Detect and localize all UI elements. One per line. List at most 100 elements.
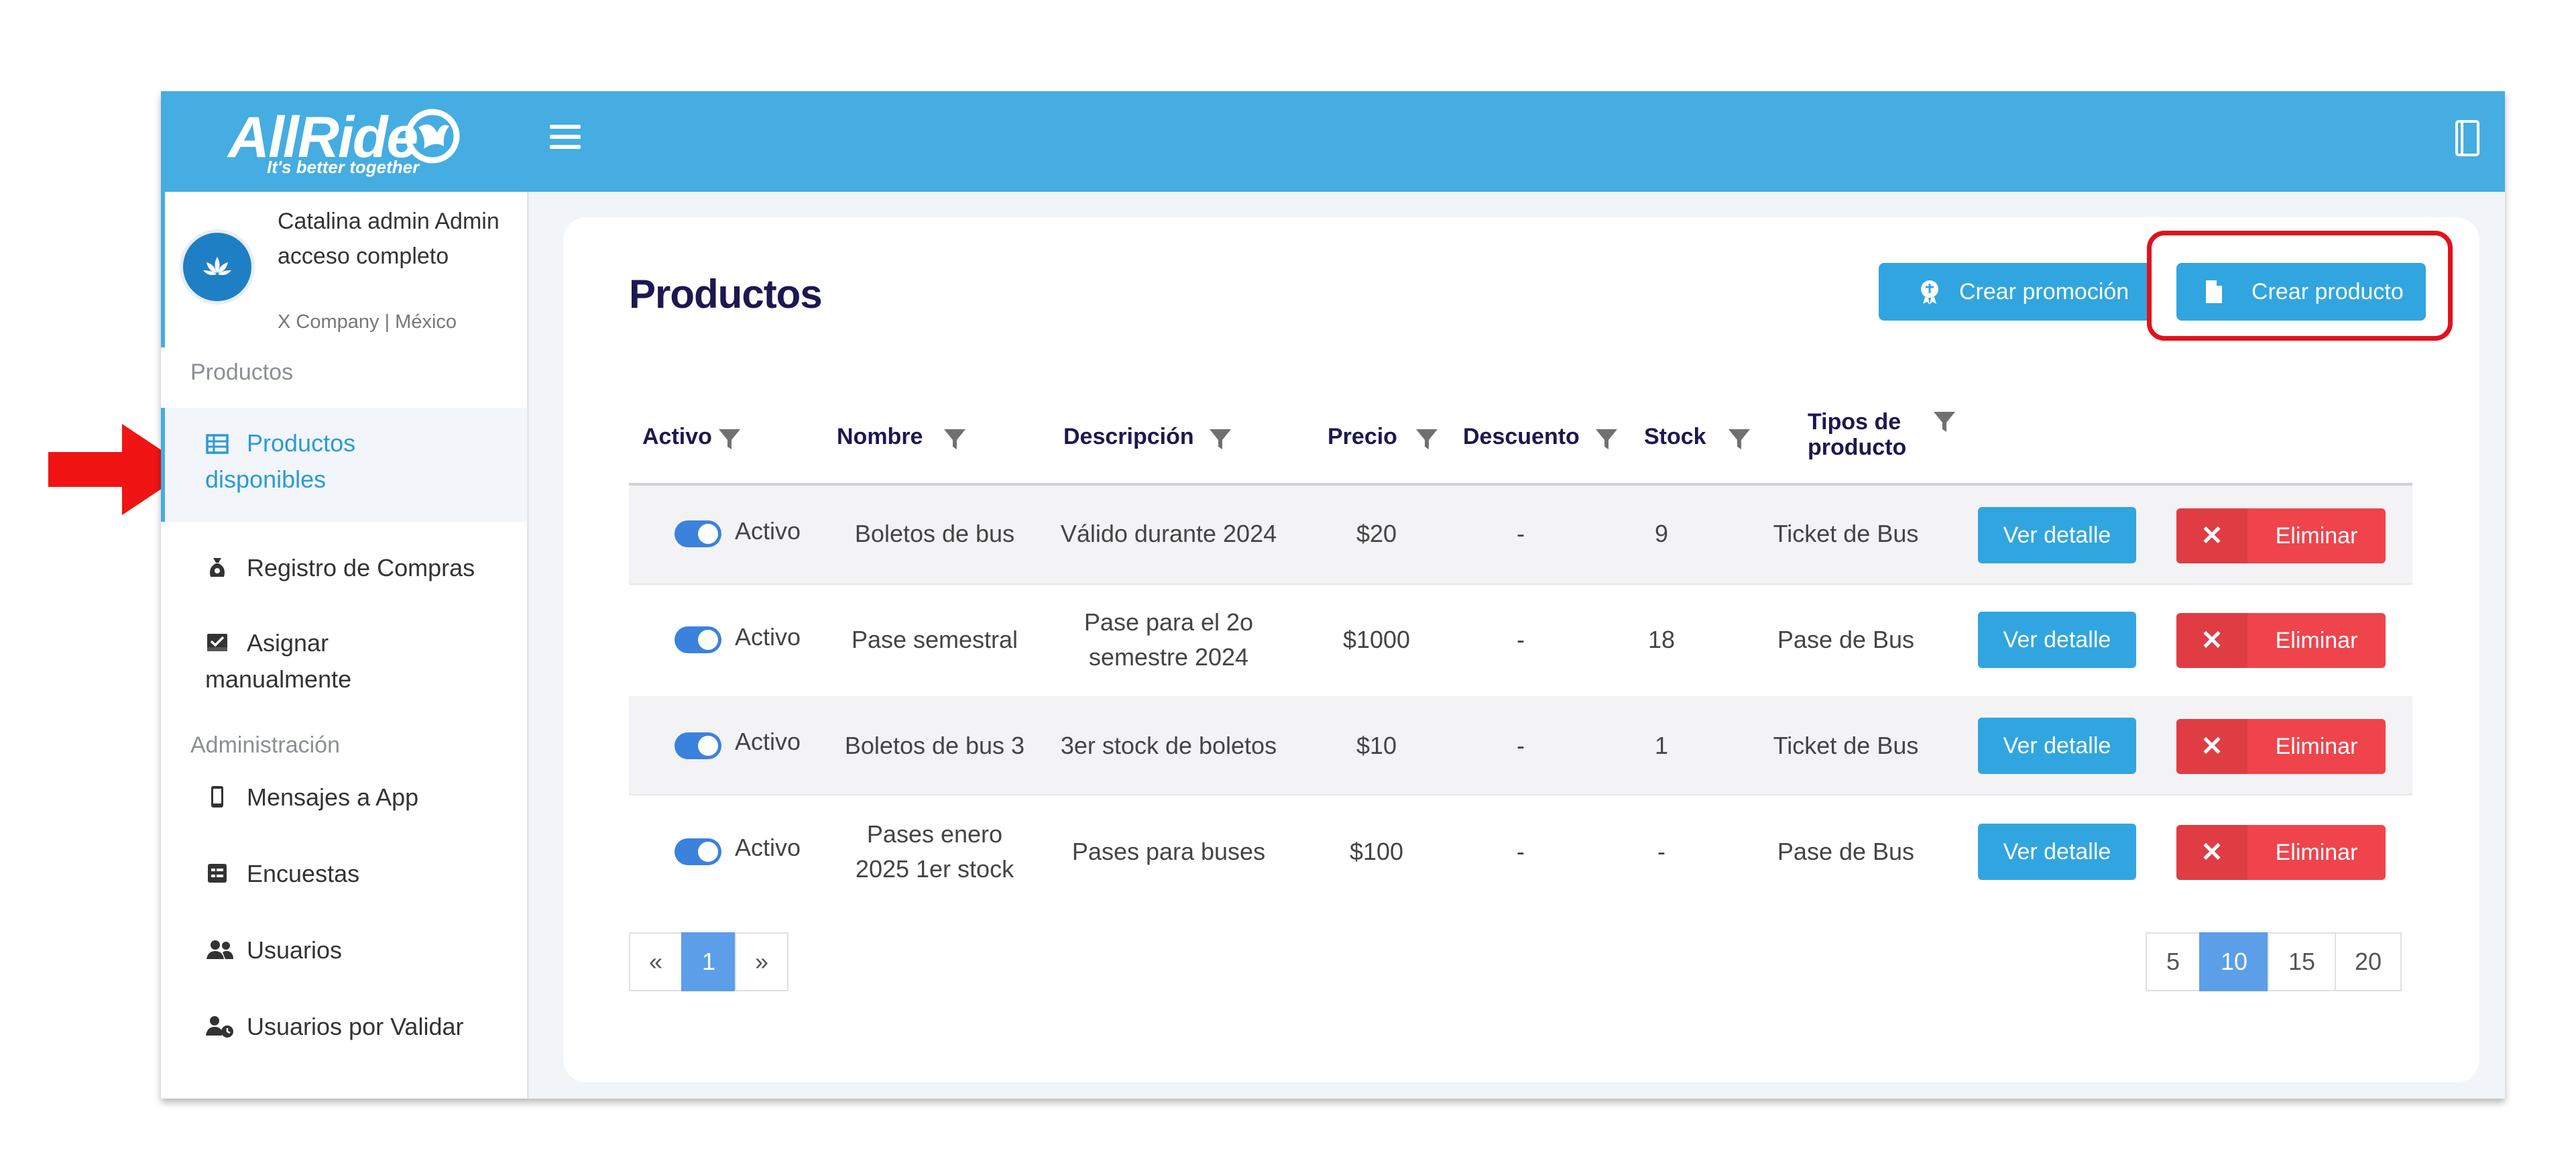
delete-button[interactable]: ✕ Eliminar	[2176, 825, 2386, 880]
product-type: Pase de Bus	[1777, 626, 1915, 653]
table-row: Activo Boletos de bus Válido durante 202…	[629, 486, 2412, 584]
active-toggle[interactable]	[675, 838, 721, 865]
create-product-button[interactable]: Crear producto	[2176, 263, 2426, 321]
money-bag-icon	[210, 558, 225, 577]
active-label: Activo	[735, 834, 801, 861]
sidebar-item-usuarios[interactable]: Usuarios	[161, 932, 527, 972]
pagination-page-button[interactable]: 1	[681, 932, 736, 991]
delete-button[interactable]: ✕ Eliminar	[2176, 719, 2386, 774]
filter-icon[interactable]	[1932, 410, 1956, 433]
product-price: $100	[1349, 838, 1404, 865]
page-size-option[interactable]: 20	[2335, 932, 2402, 991]
users-icon	[207, 940, 233, 959]
sidebar-item-label: Registro de Compras	[247, 554, 475, 581]
product-name: Boletos de bus	[854, 520, 1015, 547]
row-divider	[629, 584, 2412, 585]
sidebar-item-usuarios-validar[interactable]: Usuarios por Validar	[161, 1009, 527, 1049]
sidebar-item-label: Productos disponibles	[205, 429, 356, 493]
product-description: Pase para el 2o semestre 2024	[1084, 608, 1254, 671]
create-product-label: Crear producto	[2251, 279, 2404, 304]
active-label: Activo	[735, 517, 801, 545]
product-name: Pase semestral	[851, 626, 1018, 653]
table-row: Activo Pases enero 2025 1er stock Pases …	[629, 794, 2412, 907]
delete-button[interactable]: ✕ Eliminar	[2176, 613, 2386, 668]
filter-icon[interactable]	[1415, 428, 1439, 451]
table-header-divider	[629, 483, 2412, 486]
product-type: Pase de Bus	[1777, 838, 1915, 865]
survey-icon	[208, 864, 227, 883]
mobile-icon	[211, 786, 223, 808]
user-profile[interactable]: Catalina admin Admin acceso completo X C…	[161, 192, 527, 347]
section-title-productos: Productos	[190, 359, 294, 385]
active-toggle[interactable]	[675, 626, 721, 653]
sidebar-item-label: Encuestas	[247, 860, 360, 887]
sidebar-item-label: Usuarios por Validar	[247, 1013, 464, 1040]
view-detail-button[interactable]: Ver detalle	[1978, 824, 2136, 880]
delete-button[interactable]: ✕ Eliminar	[2176, 508, 2386, 563]
sidebar-item-label: Mensajes a App	[247, 783, 419, 811]
view-detail-button[interactable]: Ver detalle	[1978, 507, 2136, 563]
avatar	[180, 229, 255, 304]
view-detail-button[interactable]: Ver detalle	[1978, 718, 2136, 774]
column-header-activo: Activo	[642, 424, 712, 449]
filter-icon[interactable]	[1594, 428, 1619, 451]
filter-icon[interactable]	[1208, 428, 1232, 451]
filter-icon[interactable]	[943, 428, 967, 451]
product-discount: -	[1517, 520, 1525, 547]
filter-icon[interactable]	[1727, 428, 1751, 451]
book-icon[interactable]	[2454, 119, 2481, 157]
active-toggle[interactable]	[675, 520, 721, 547]
create-promotion-button[interactable]: Crear promoción	[1879, 263, 2151, 321]
pagination-prev-button[interactable]: «	[629, 932, 683, 991]
delete-label: Eliminar	[2275, 523, 2358, 549]
hamburger-menu-icon[interactable]	[550, 125, 581, 154]
product-description: Válido durante 2024	[1060, 520, 1277, 547]
page-size-option[interactable]: 5	[2146, 932, 2201, 991]
sidebar-item-productos-disponibles[interactable]: Productos disponibles	[161, 408, 527, 522]
annotation-arrow	[48, 424, 190, 515]
row-divider	[629, 794, 2412, 795]
product-description: 3er stock de boletos	[1060, 732, 1277, 759]
product-discount: -	[1517, 838, 1525, 865]
logo[interactable]: AllRide It's better together	[228, 107, 460, 177]
user-clock-icon	[206, 1016, 233, 1038]
top-bar: AllRide It's better together	[161, 91, 2505, 192]
close-icon: ✕	[2176, 719, 2247, 774]
sidebar-item-asignar-manualmente[interactable]: Asignar manualmente	[161, 625, 527, 699]
sidebar-item-mensajes-app[interactable]: Mensajes a App	[161, 779, 527, 820]
lotus-icon	[203, 257, 231, 276]
delete-label: Eliminar	[2275, 840, 2358, 865]
table-row: Activo Pase semestral Pase para el 2o se…	[629, 584, 2412, 696]
sidebar-item-encuestas[interactable]: Encuestas	[161, 856, 527, 896]
annotation-highlight-box	[2147, 231, 2453, 341]
sidebar-item-label: Asignar manualmente	[205, 629, 352, 693]
section-title-administracion: Administración	[190, 732, 340, 758]
table-row: Activo Boletos de bus 3 3er stock de bol…	[629, 696, 2412, 794]
close-icon: ✕	[2176, 613, 2247, 668]
close-icon: ✕	[2176, 825, 2247, 880]
table-icon	[206, 434, 229, 454]
product-discount: -	[1517, 732, 1525, 759]
pagination-next-button[interactable]: »	[735, 932, 788, 991]
product-stock: 9	[1654, 520, 1669, 547]
page-size-option-selected[interactable]: 10	[2199, 932, 2269, 991]
delete-label: Eliminar	[2275, 734, 2358, 759]
product-price: $10	[1356, 732, 1397, 759]
view-detail-button[interactable]: Ver detalle	[1978, 612, 2136, 668]
product-description: Pases para buses	[1071, 838, 1266, 865]
page-size-option[interactable]: 15	[2268, 932, 2336, 991]
user-company: X Company | México	[278, 311, 457, 333]
promotion-icon	[1921, 280, 1938, 304]
product-name: Boletos de bus 3	[844, 732, 1025, 759]
column-header-precio: Precio	[1328, 424, 1397, 449]
product-stock: -	[1657, 838, 1665, 865]
filter-icon[interactable]	[717, 428, 742, 451]
column-header-nombre: Nombre	[837, 424, 923, 449]
product-price: $20	[1356, 520, 1397, 547]
column-header-tipos-producto: Tipos de producto	[1808, 409, 1907, 460]
product-price: $1000	[1342, 626, 1411, 653]
delete-label: Eliminar	[2275, 628, 2358, 653]
sidebar-item-registro-compras[interactable]: Registro de Compras	[161, 550, 527, 590]
active-toggle[interactable]	[675, 732, 721, 759]
column-header-stock: Stock	[1644, 424, 1706, 449]
